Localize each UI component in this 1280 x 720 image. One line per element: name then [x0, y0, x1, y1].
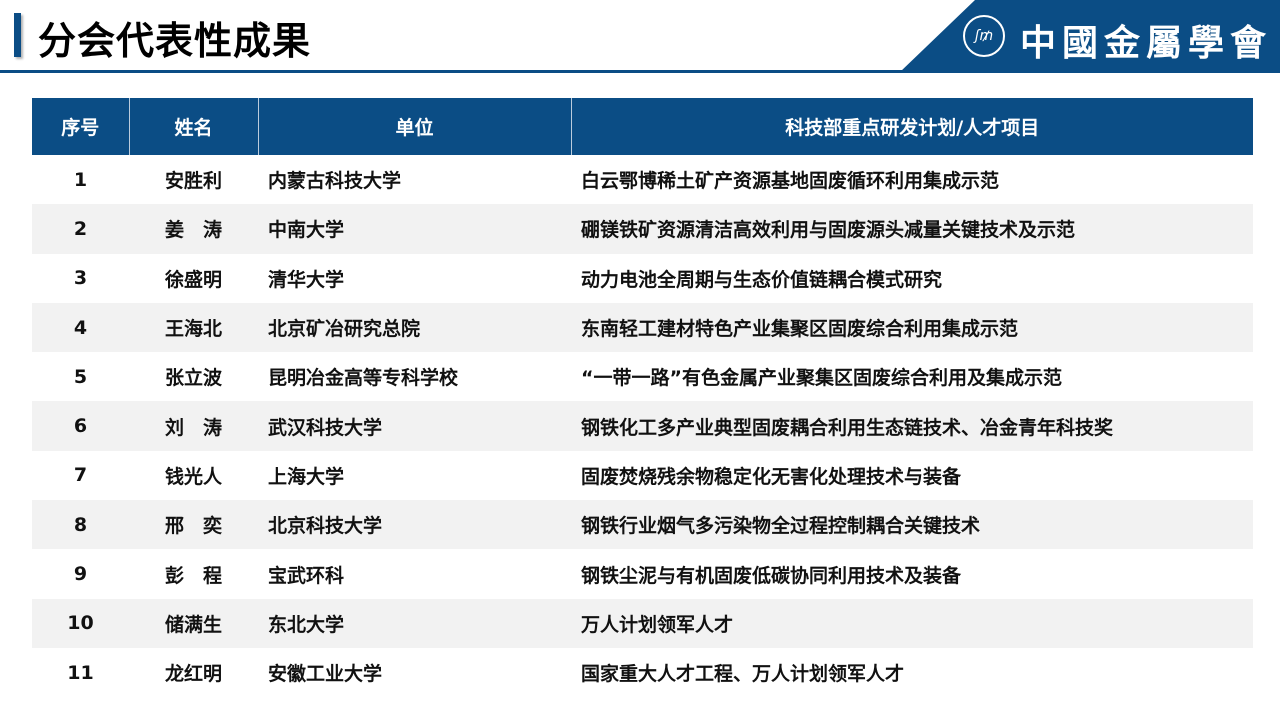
table-row: 9 彭 程 宝武环科 钢铁尘泥与有机固废低碳协同利用技术及装备	[32, 549, 1253, 598]
name-cell: 储满生	[129, 598, 258, 648]
project-cell: 钢铁尘泥与有机固废低碳协同利用技术及装备	[581, 564, 962, 587]
table-row: 7 钱光人 上海大学 固废焚烧残余物稳定化无害化处理技术与装备	[32, 451, 1253, 500]
name-cell: 钱光人	[164, 465, 222, 488]
header-seq: 序号	[32, 98, 130, 155]
unit-cell: 清华大学	[268, 268, 345, 291]
header-project: 科技部重点研发计划/人才项目	[571, 98, 1253, 155]
seq-cell: 10	[32, 598, 129, 648]
unit-cell: 北京科技大学	[258, 500, 571, 550]
seq-cell: 3	[73, 267, 88, 290]
unit-cell: 宝武环科	[268, 564, 345, 587]
table-row: 4 王海北 北京矿冶研究总院 东南轻工建材特色产业集聚区固废综合利用集成示范	[32, 302, 1253, 353]
table-header-row: 序号 姓名 单位 科技部重点研发计划/人才项目	[32, 98, 1253, 155]
project-cell: 东南轻工建材特色产业集聚区固废综合利用集成示范	[571, 302, 1253, 353]
seq-cell: 7	[73, 464, 88, 487]
brand-name: 中國金屬學會	[1020, 22, 1273, 64]
table-row: 5 张立波 昆明冶金高等专科学校 “一带一路”有色金属产业聚集区固废综合利用及集成示范	[32, 352, 1253, 401]
name-cell: 徐盛明	[164, 268, 222, 291]
unit-cell: 东北大学	[258, 598, 571, 648]
table-row: 3 徐盛明 清华大学 动力电池全周期与生态价值链耦合模式研究	[32, 254, 1253, 303]
seq-cell: 2	[32, 204, 129, 254]
seq-cell: 11	[67, 661, 94, 684]
name-cell: 邢 奕	[129, 500, 258, 550]
name-cell: 王海北	[129, 302, 258, 353]
society-logo-icon: ʃ₥	[963, 15, 1005, 57]
project-cell: 钢铁化工多产业典型固废耦合利用生态链技术、冶金青年科技奖	[571, 401, 1253, 451]
project-cell: 万人计划领军人才	[571, 598, 1253, 648]
seq-cell: 9	[73, 563, 88, 586]
unit-cell: 上海大学	[268, 465, 345, 488]
seq-cell: 8	[32, 500, 129, 550]
seq-cell: 1	[73, 168, 88, 191]
title-divider	[0, 70, 1280, 73]
project-cell: 硼镁铁矿资源清洁高效利用与固废源头减量关键技术及示范	[571, 204, 1253, 254]
title-accent-bar	[14, 13, 21, 57]
header-unit: 单位	[258, 98, 572, 155]
seq-cell: 4	[32, 302, 129, 353]
achievements-table: 序号 姓名 单位 科技部重点研发计划/人才项目 1 安胜利 内蒙古科技大学 白云鄂博稀土矿产…	[32, 98, 1253, 697]
unit-cell: 安徽工业大学	[268, 663, 383, 686]
project-cell: 钢铁行业烟气多污染物全过程控制耦合关键技术	[571, 500, 1253, 550]
header-name: 姓名	[129, 98, 259, 155]
name-cell: 彭 程	[164, 564, 222, 587]
seq-cell: 5	[73, 365, 88, 388]
table-row: 1 安胜利 内蒙古科技大学 白云鄂博稀土矿产资源基地固废循环利用集成示范	[32, 155, 1253, 204]
project-cell: 白云鄂博稀土矿产资源基地固废循环利用集成示范	[581, 170, 1000, 193]
seq-cell: 6	[32, 401, 129, 451]
unit-cell: 中南大学	[258, 204, 571, 254]
name-cell: 龙红明	[164, 663, 222, 686]
unit-cell: 内蒙古科技大学	[268, 170, 402, 193]
table-row: 11 龙红明 安徽工业大学 国家重大人才工程、万人计划领军人才	[32, 648, 1253, 697]
project-cell: 动力电池全周期与生态价值链耦合模式研究	[581, 268, 943, 291]
name-cell: 姜 涛	[129, 204, 258, 254]
name-cell: 刘 涛	[129, 401, 258, 451]
unit-cell: 北京矿冶研究总院	[258, 302, 571, 353]
project-cell: 国家重大人才工程、万人计划领军人才	[581, 663, 905, 686]
name-cell: 安胜利	[164, 170, 222, 193]
page-title: 分会代表性成果	[38, 19, 312, 63]
table-row: 10 储满生 东北大学 万人计划领军人才	[32, 598, 1253, 648]
project-cell: 固废焚烧残余物稳定化无害化处理技术与装备	[581, 465, 962, 488]
unit-cell: 昆明冶金高等专科学校	[268, 367, 459, 390]
name-cell: 张立波	[164, 367, 222, 390]
unit-cell: 武汉科技大学	[258, 401, 571, 451]
project-cell: “一带一路”有色金属产业聚集区固废综合利用及集成示范	[581, 367, 1062, 390]
